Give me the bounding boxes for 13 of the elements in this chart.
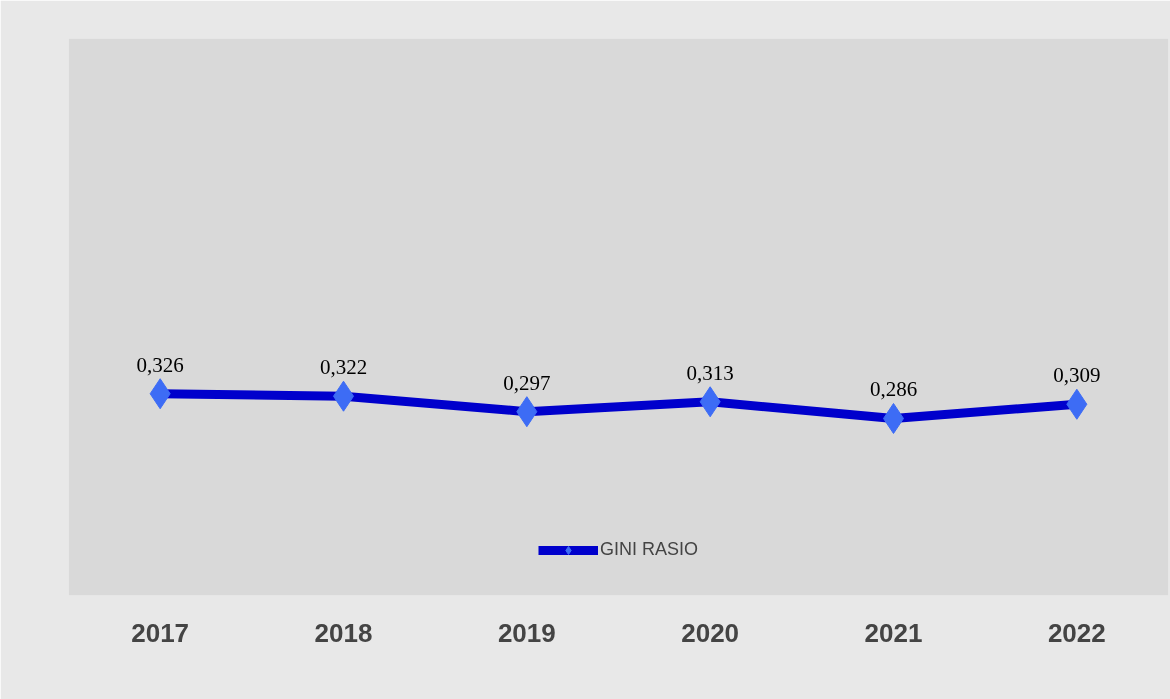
data-label: 0,286 bbox=[869, 377, 918, 402]
x-tick-label: 2022 bbox=[1047, 617, 1106, 648]
data-label: 0,326 bbox=[136, 352, 184, 377]
x-tick-label: 2021 bbox=[864, 617, 923, 648]
data-label: 0,322 bbox=[319, 355, 368, 380]
x-tick-label: 2019 bbox=[497, 617, 556, 648]
data-label: 0,309 bbox=[1053, 363, 1101, 388]
x-tick-label: 2017 bbox=[131, 617, 190, 648]
data-label: 0,297 bbox=[503, 370, 551, 395]
x-tick-label: 2020 bbox=[681, 617, 740, 648]
legend-label: GINI RASIO bbox=[599, 539, 699, 560]
x-tick-label: 2018 bbox=[314, 617, 373, 648]
data-label: 0,313 bbox=[686, 360, 734, 385]
